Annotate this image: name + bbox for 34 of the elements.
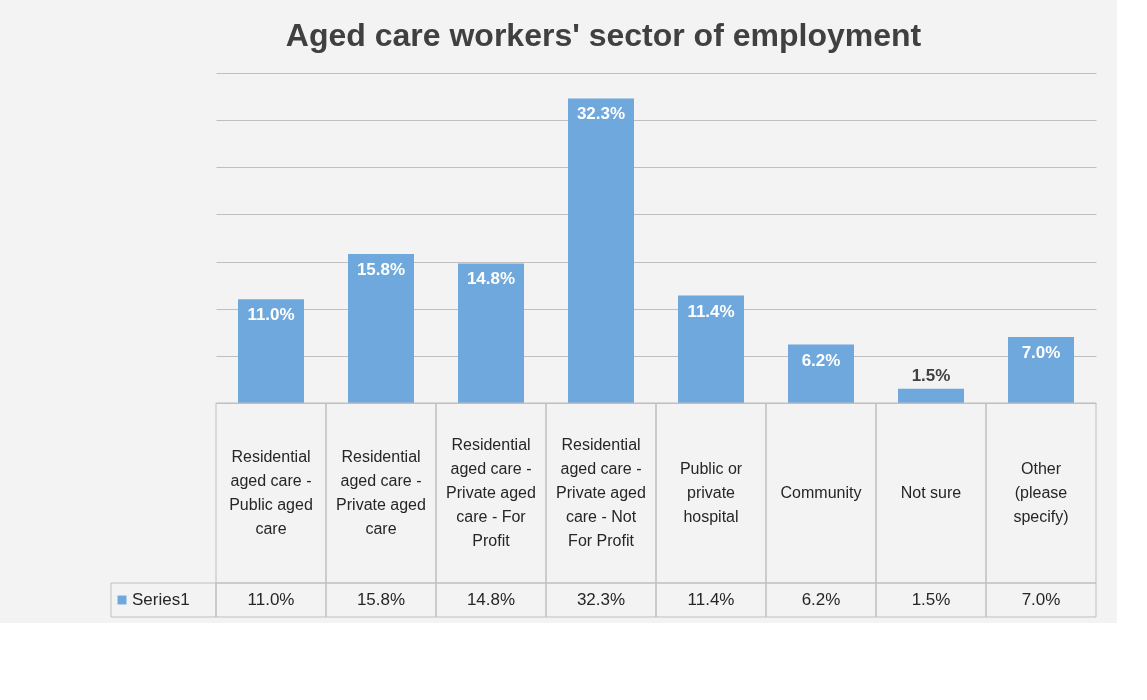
text: 14.8% [466, 269, 516, 289]
data-label: 7.0% [1021, 590, 1061, 609]
data-label: 6.2% [801, 590, 841, 609]
text: 7.0% [1021, 343, 1061, 362]
bar [238, 299, 304, 403]
data-label: 11.0% [247, 590, 295, 609]
legend-label: Series1 [132, 590, 190, 609]
text: 6.2% [801, 350, 841, 370]
data-label: 14.8% [466, 590, 516, 609]
x-tick-label: Residential aged care - Private aged care - For Profit [446, 436, 536, 549]
text: 32.3% [576, 104, 626, 124]
x-tick-label: Not sure [900, 484, 962, 501]
bar [458, 263, 524, 403]
text: 11.4% [687, 301, 735, 321]
bar [1008, 337, 1074, 403]
x-tick-label: Residential aged care - Public aged care [229, 448, 313, 537]
x-tick-label: Community [780, 484, 862, 501]
x-tick-label: Residential aged care - Private aged care - Not For Profit [556, 436, 646, 549]
bar [348, 254, 414, 403]
x-tick-label: Other (please specify) [1013, 460, 1069, 525]
text: 15.8% [356, 260, 406, 280]
bar [898, 388, 964, 403]
text: 1.5% [911, 365, 951, 385]
data-label: 1.5% [911, 590, 951, 609]
bar [678, 295, 744, 403]
text: 11.0% [247, 305, 295, 325]
x-tick-label: Residential aged care - Private aged care [336, 448, 426, 537]
chart-title: Aged care workers' sector of employment [285, 17, 922, 53]
bar [568, 98, 634, 403]
data-label: 32.3% [576, 590, 626, 609]
bar [788, 344, 854, 403]
x-tick-label: Public or private hospital [679, 460, 743, 525]
data-label: 11.4% [687, 590, 735, 609]
data-label: 15.8% [356, 590, 406, 609]
